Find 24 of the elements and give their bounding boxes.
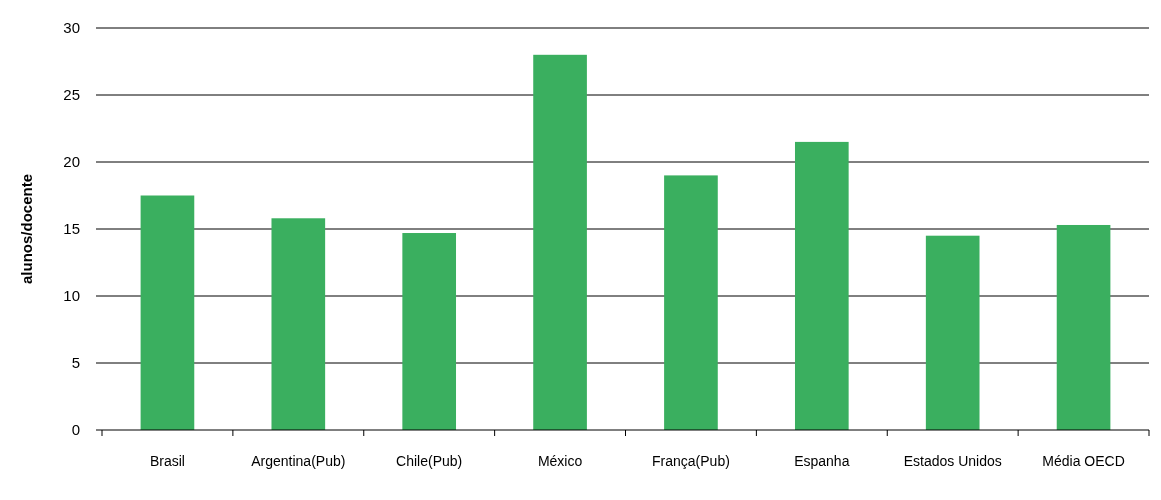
y-tick-label: 20 [63,153,80,171]
y-tick-label: 30 [63,19,80,37]
bar [402,233,457,430]
bar [533,54,587,430]
x-tick-label: Média OECD [1042,453,1125,469]
bar [271,218,326,430]
y-axis-title: alunos/docente [18,173,35,285]
x-tick-label: México [537,453,583,469]
y-tick-label: 0 [71,421,80,439]
y-tick-label: 5 [71,354,80,372]
y-tick-label: 15 [63,220,80,238]
bar [140,195,195,430]
x-tick-label: Estados Unidos [903,453,1002,469]
x-tick-label: Brasil [149,453,185,469]
bar [1056,224,1111,430]
x-tick-label: Chile(Pub) [396,453,463,469]
bar [664,175,718,430]
bar [794,141,849,430]
x-tick-label: Argentina(Pub) [251,453,346,469]
y-tick-label: 25 [63,86,80,104]
x-tick-label: Espanha [794,453,850,469]
x-tick-label: França(Pub) [652,453,730,469]
bar [925,235,980,430]
y-tick-label: 10 [63,287,80,305]
